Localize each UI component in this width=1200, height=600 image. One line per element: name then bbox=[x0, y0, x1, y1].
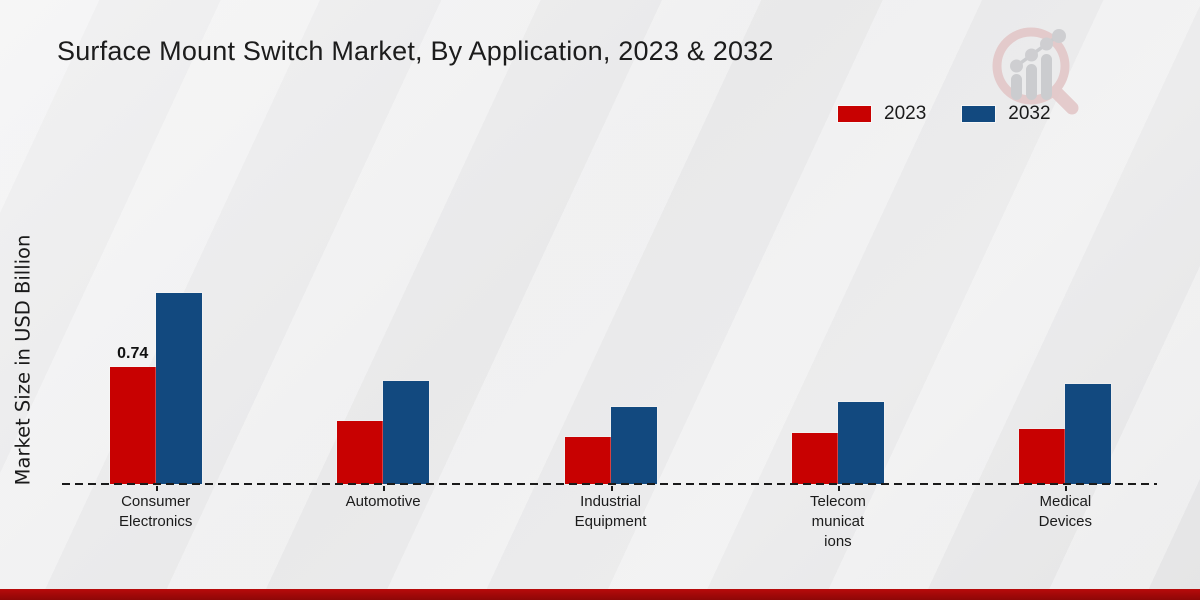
legend-label: 2023 bbox=[884, 103, 927, 124]
category-label: Telecom municat ions bbox=[809, 493, 866, 550]
bar-2032 bbox=[155, 293, 202, 484]
legend-item-2023: 2023 bbox=[838, 103, 926, 125]
category-label: Medical Devices bbox=[1038, 493, 1092, 530]
x-axis-tick bbox=[610, 486, 613, 491]
category-label: Automotive bbox=[345, 493, 421, 510]
bar-2023 bbox=[564, 437, 611, 484]
bar-group bbox=[952, 264, 1179, 491]
legend-item-2032: 2032 bbox=[962, 103, 1051, 125]
bar-groups: 0.74 bbox=[42, 264, 1179, 491]
bar-2023 bbox=[337, 421, 384, 484]
legend-label: 2032 bbox=[1008, 103, 1051, 124]
x-axis-tick bbox=[383, 486, 386, 491]
chart-title: Surface Mount Switch Market, By Applicat… bbox=[57, 36, 774, 66]
bar-value-label: 0.74 bbox=[117, 345, 149, 362]
bar-2032 bbox=[610, 407, 657, 484]
x-axis-tick bbox=[1065, 486, 1068, 491]
bar-2032 bbox=[1065, 384, 1112, 484]
bar-2032 bbox=[383, 381, 430, 484]
footer-red-bar bbox=[0, 589, 1200, 600]
bar-2023: 0.74 bbox=[109, 345, 156, 484]
legend-swatch-2023 bbox=[838, 106, 871, 122]
bar-2023 bbox=[1019, 429, 1066, 484]
plot-area: 0.74 bbox=[42, 264, 1179, 491]
category-label: Consumer Electronics bbox=[119, 493, 193, 530]
bar-group bbox=[724, 264, 951, 491]
x-axis-labels: Consumer Electronics Automotive Industrial… bbox=[42, 492, 1179, 551]
bar-group: 0.74 bbox=[42, 264, 269, 491]
x-axis-tick bbox=[837, 486, 840, 491]
bar-2032 bbox=[837, 402, 884, 484]
bar-group bbox=[269, 264, 496, 491]
category-label: Industrial Equipment bbox=[574, 493, 647, 530]
y-axis-label: Market Size in USD Billion bbox=[11, 234, 35, 486]
bar-group bbox=[497, 264, 724, 491]
x-axis-tick bbox=[155, 486, 158, 491]
legend-swatch-2032 bbox=[962, 106, 996, 122]
legend: 2023 2032 bbox=[838, 103, 1051, 125]
x-axis-baseline bbox=[62, 483, 1157, 485]
bar-2023 bbox=[791, 433, 838, 484]
magnifier-bar-chart-logo-icon bbox=[992, 27, 1079, 115]
